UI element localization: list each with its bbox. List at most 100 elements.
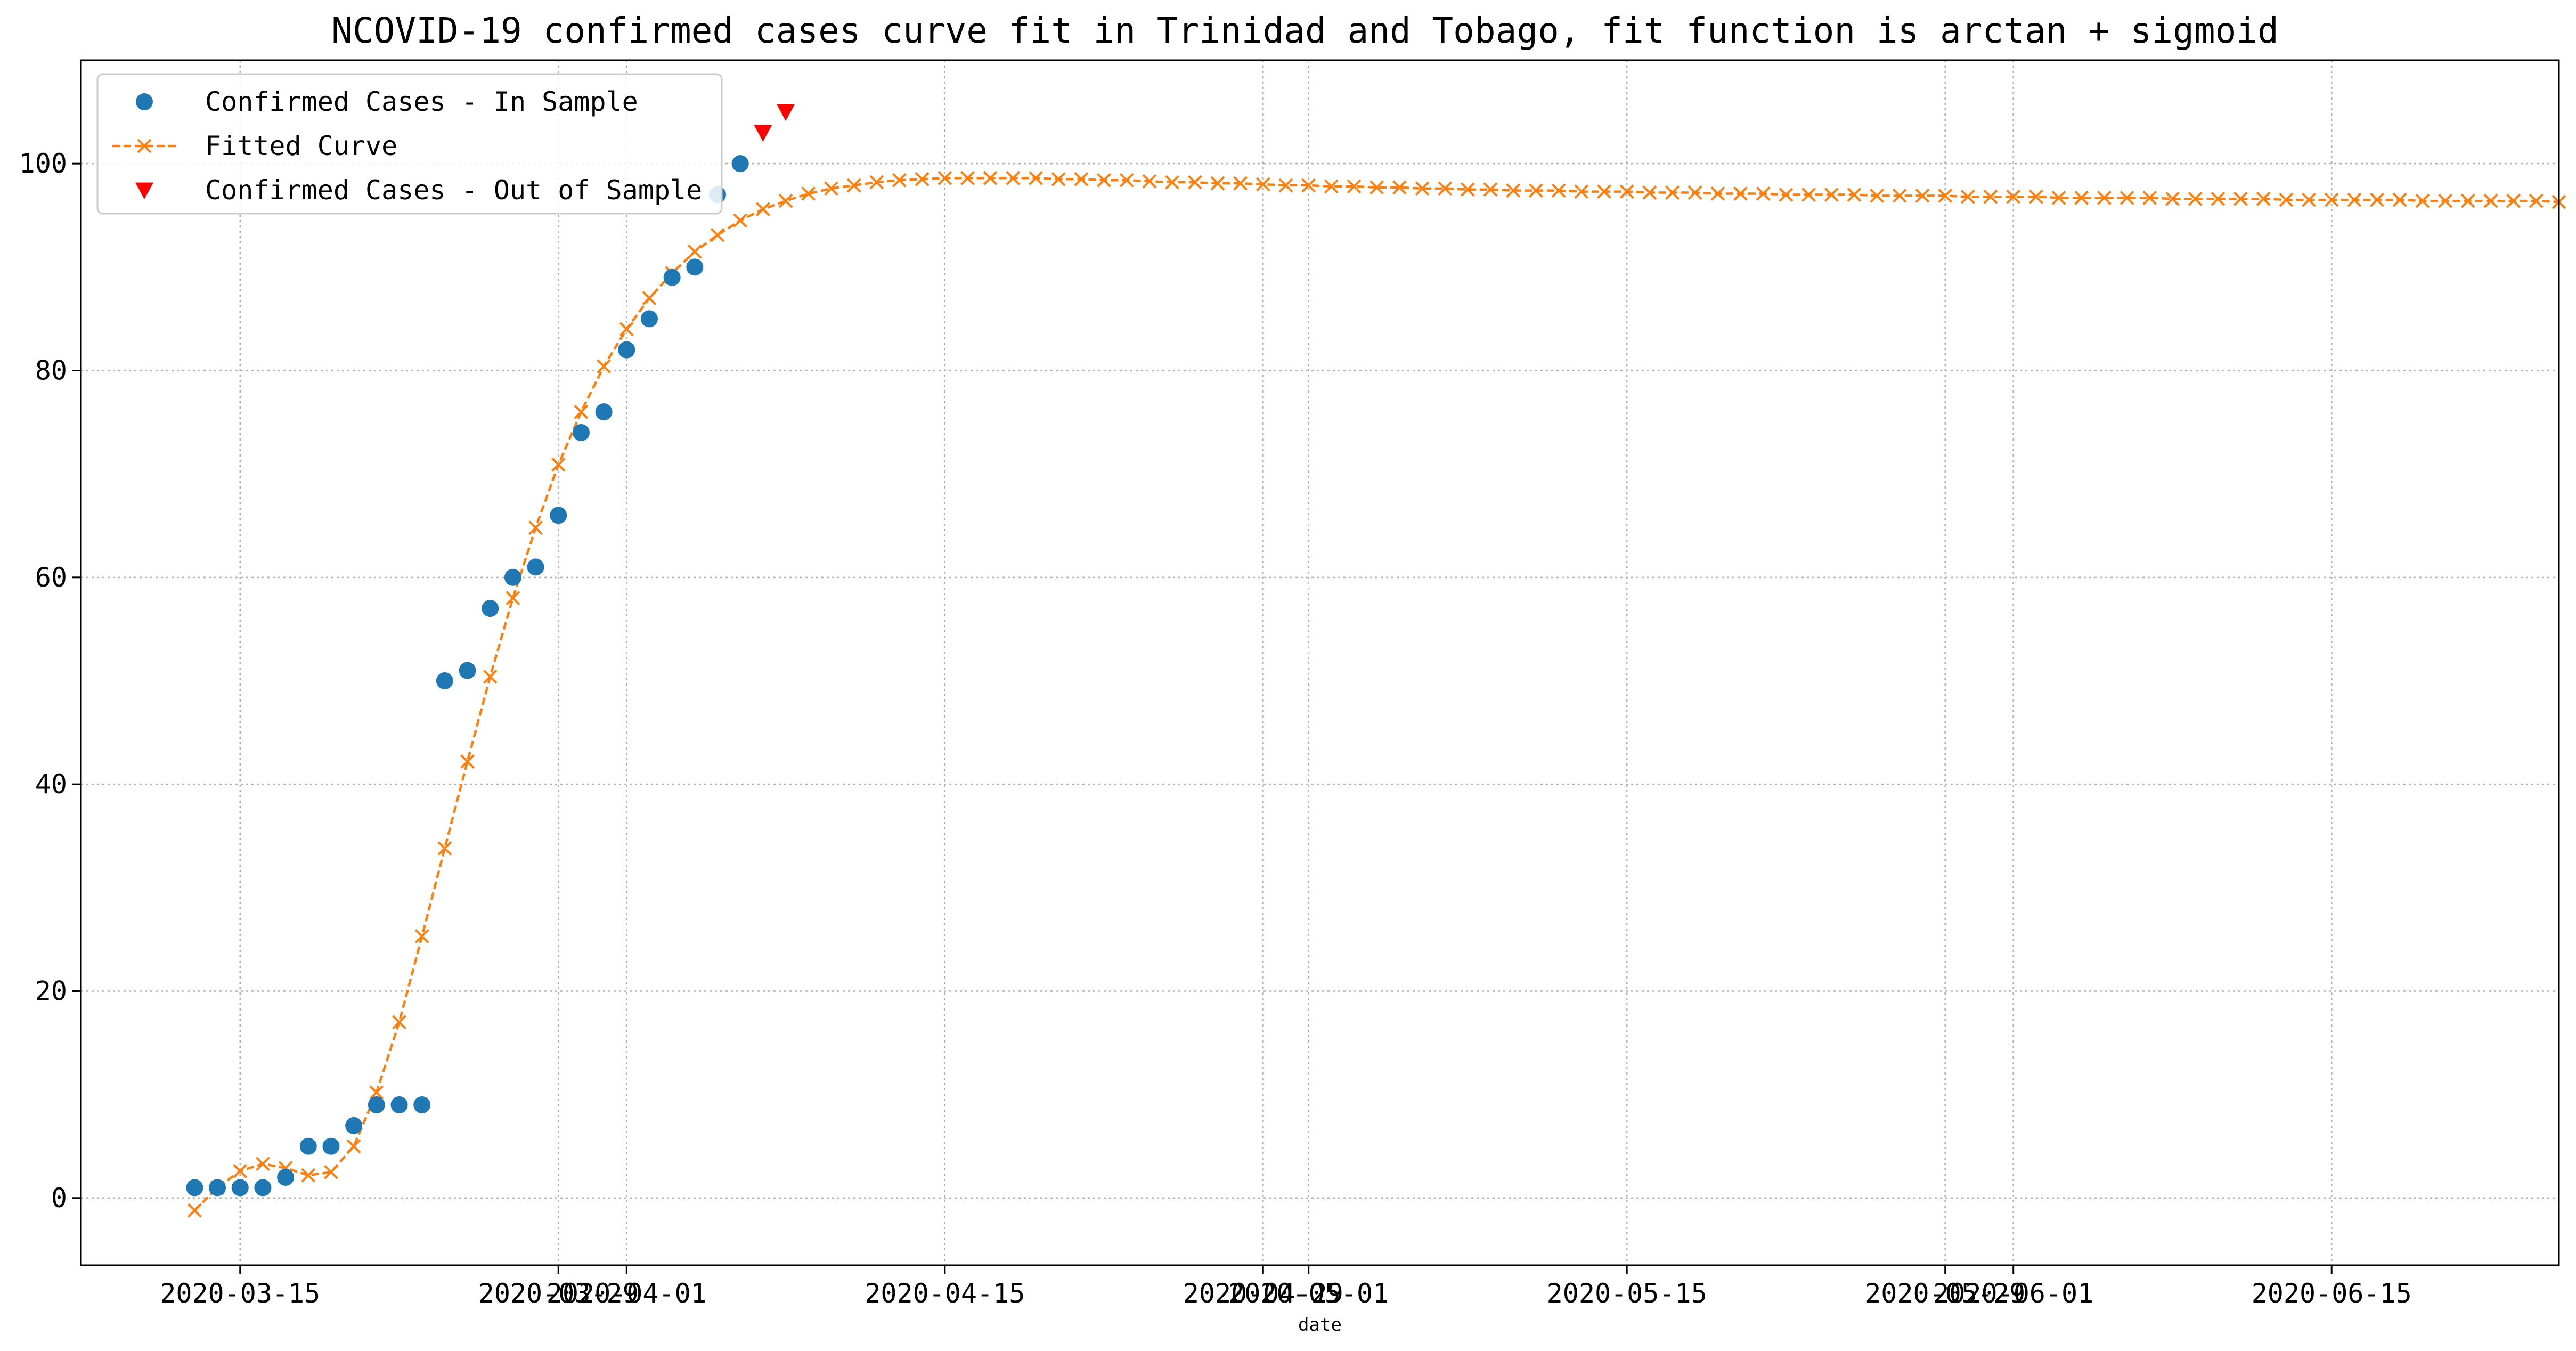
fitted-curve-line bbox=[193, 177, 2559, 1211]
data-point bbox=[2188, 191, 2203, 206]
data-point bbox=[482, 600, 499, 617]
data-point bbox=[1642, 185, 1657, 200]
data-point bbox=[2142, 190, 2157, 205]
data-point bbox=[2324, 192, 2339, 207]
data-point bbox=[301, 1168, 316, 1183]
data-point bbox=[231, 1179, 249, 1197]
data-point bbox=[2347, 192, 2362, 207]
data-point bbox=[460, 754, 475, 769]
data-point bbox=[254, 1179, 272, 1197]
data-point bbox=[2506, 193, 2521, 208]
x-tick-label: 2020-03-15 bbox=[160, 1278, 320, 1309]
data-point bbox=[1892, 188, 1907, 203]
data-point bbox=[2165, 191, 2180, 206]
data-point bbox=[322, 1137, 340, 1155]
x-tick-label: 2020-04-15 bbox=[865, 1278, 1025, 1309]
data-point bbox=[2074, 190, 2089, 205]
legend-label: Confirmed Cases - In Sample bbox=[205, 86, 638, 117]
data-point bbox=[1551, 183, 1566, 198]
data-point bbox=[2233, 191, 2248, 206]
data-point bbox=[186, 1179, 203, 1197]
data-point bbox=[2438, 193, 2453, 208]
data-point bbox=[345, 1117, 363, 1134]
data-point bbox=[1506, 183, 1521, 198]
data-point bbox=[414, 929, 429, 943]
data-point bbox=[1097, 173, 1111, 188]
data-point bbox=[1915, 188, 1930, 203]
x-tick-label: 2020-05-15 bbox=[1547, 1278, 1707, 1309]
data-point bbox=[2392, 192, 2407, 207]
data-point bbox=[369, 1085, 384, 1100]
x-tick-label: 2020-05-29 bbox=[1865, 1278, 2025, 1309]
data-point bbox=[527, 558, 544, 576]
data-point bbox=[892, 173, 907, 188]
data-point bbox=[801, 186, 816, 201]
data-point bbox=[1824, 187, 1839, 202]
data-point bbox=[1119, 173, 1134, 188]
legend-marker bbox=[137, 139, 152, 153]
data-point bbox=[1847, 187, 1862, 202]
data-point bbox=[277, 1168, 295, 1186]
data-point bbox=[2120, 190, 2134, 205]
data-point bbox=[2006, 189, 2021, 204]
x-axis-label: date bbox=[1298, 1314, 1342, 1336]
x-tick-label: 2020-04-01 bbox=[547, 1278, 707, 1309]
data-point bbox=[2415, 193, 2430, 208]
data-point bbox=[1142, 174, 1157, 189]
data-point bbox=[1688, 185, 1702, 200]
grid-lines bbox=[81, 60, 2559, 1265]
data-point bbox=[1960, 189, 1975, 204]
data-point bbox=[1029, 170, 1043, 185]
data-point bbox=[1529, 183, 1543, 198]
data-point bbox=[1938, 188, 1953, 203]
legend-label: Fitted Curve bbox=[205, 131, 397, 161]
y-tick-label: 100 bbox=[19, 148, 67, 179]
data-point bbox=[710, 227, 725, 242]
data-point bbox=[640, 310, 658, 328]
data-point bbox=[187, 1203, 202, 1218]
legend-marker bbox=[136, 93, 153, 110]
legend-label: Confirmed Cases - Out of Sample bbox=[205, 175, 702, 206]
x-tick-label: 2020-04-29 bbox=[1183, 1278, 1343, 1309]
data-point bbox=[483, 669, 498, 684]
data-point bbox=[1619, 184, 1634, 199]
data-point bbox=[618, 341, 635, 359]
data-point bbox=[1369, 180, 1384, 195]
data-point bbox=[346, 1139, 361, 1154]
data-point bbox=[983, 170, 998, 185]
data-point bbox=[390, 1096, 408, 1114]
y-tick-label: 20 bbox=[35, 975, 67, 1006]
data-point bbox=[2279, 192, 2294, 207]
data-point bbox=[1483, 182, 1498, 197]
data-point bbox=[299, 1137, 317, 1155]
data-point bbox=[686, 258, 704, 276]
legend: Confirmed Cases - In Sample Fitted Curve C… bbox=[96, 73, 723, 215]
y-tick-label: 0 bbox=[51, 1183, 67, 1214]
data-point bbox=[209, 1179, 226, 1197]
data-point bbox=[846, 178, 861, 193]
data-point bbox=[2302, 192, 2316, 207]
y-tick-label: 60 bbox=[35, 562, 67, 593]
data-point bbox=[436, 672, 453, 689]
data-point bbox=[437, 841, 452, 856]
series-2 bbox=[754, 104, 795, 142]
data-point bbox=[392, 1015, 406, 1030]
x-tick-label: 2020-06-15 bbox=[2252, 1278, 2412, 1309]
data-point bbox=[1801, 187, 1816, 202]
data-point bbox=[551, 457, 566, 472]
data-point bbox=[1710, 186, 1725, 201]
data-point bbox=[619, 322, 634, 337]
data-point bbox=[1074, 172, 1089, 186]
data-point bbox=[528, 520, 543, 535]
data-point bbox=[1347, 179, 1362, 194]
data-point bbox=[2051, 190, 2066, 205]
data-point bbox=[597, 359, 612, 374]
data-point bbox=[1392, 180, 1407, 195]
data-point bbox=[824, 181, 838, 196]
data-point bbox=[1756, 186, 1771, 201]
data-point bbox=[777, 104, 795, 121]
data-point bbox=[1870, 188, 1885, 203]
data-point bbox=[1438, 181, 1453, 196]
